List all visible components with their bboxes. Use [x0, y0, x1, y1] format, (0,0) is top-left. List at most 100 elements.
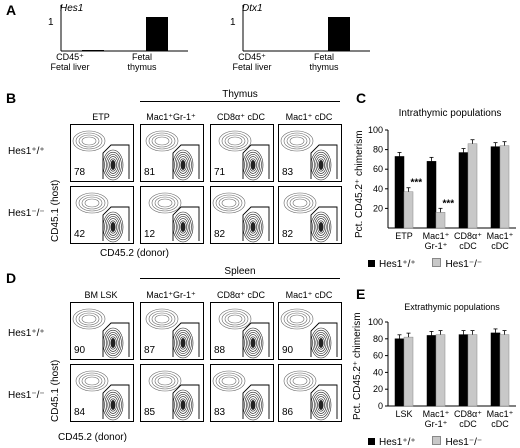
bar	[458, 334, 469, 407]
bar	[403, 336, 414, 407]
panel-label-c: C	[356, 90, 367, 106]
flow-plot: 90	[70, 302, 134, 360]
dtx1-bars	[242, 5, 370, 52]
intrathymic-chart: 20406080100***ETP***Mac1⁺Gr-1⁺CD8α⁺cDCMa…	[368, 125, 516, 251]
y-tick-label: 40	[373, 367, 383, 377]
flow-plot: 12	[140, 186, 204, 244]
flow-plot: 82	[210, 186, 274, 244]
category-label: CD8α⁺	[454, 409, 482, 419]
gate-percent: 82	[214, 229, 226, 240]
thymus-row-wt: Hes1⁺/⁺	[8, 146, 45, 157]
bar	[458, 152, 469, 229]
flow-plot: 81	[140, 124, 204, 182]
hes1-cat2: Fetal thymus	[127, 52, 157, 72]
flow-contours	[72, 130, 130, 181]
dtx1-cat1: CD45⁺ Fetal liver	[232, 52, 272, 72]
thymus-y-axis-label: CD45.1 (host)	[50, 179, 61, 242]
flow-plot: 88	[210, 302, 274, 360]
category-label: cDC	[491, 241, 509, 251]
gate-percent: 90	[74, 345, 86, 356]
flow-contours	[212, 370, 270, 421]
gate-percent: 12	[144, 229, 156, 240]
legend-swatch-wt-e	[368, 438, 375, 445]
dtx1-ytick: 1	[230, 17, 236, 28]
bar	[394, 338, 405, 407]
thymus-col-mac1gr1: Mac1⁺Gr-1⁺	[146, 112, 196, 122]
spleen-col-lsk: BM LSK	[84, 290, 118, 300]
y-tick-label: 60	[373, 164, 383, 174]
gate-percent: 42	[74, 229, 86, 240]
extrathymic-title: Extrathymic populations	[404, 302, 500, 312]
category-label: ETP	[395, 231, 413, 241]
gate-percent: 87	[144, 345, 156, 356]
gate-percent: 86	[282, 407, 294, 418]
flow-contours	[283, 192, 338, 243]
flow-contours	[280, 130, 338, 181]
spleen-y-axis-label: CD45.1 (host)	[50, 359, 61, 422]
gate-percent: 85	[144, 407, 156, 418]
legend-swatch-ko	[432, 258, 442, 267]
y-tick-label: 80	[373, 145, 383, 155]
bar	[426, 335, 437, 407]
flow-contours	[75, 370, 130, 421]
intrathymic-ylabel: Pct. CD45.2⁺ chimerism	[354, 130, 365, 238]
spleen-x-axis-label: CD45.2 (donor)	[58, 432, 127, 443]
flow-plot: 85	[140, 364, 204, 422]
panel-label-b: B	[6, 90, 17, 106]
spleen-row-wt: Hes1⁺/⁺	[8, 328, 45, 339]
thymus-x-axis-label: CD45.2 (donor)	[100, 248, 169, 259]
significance-label: ***	[411, 178, 423, 189]
mini-bar-1	[328, 17, 350, 51]
gate-percent: 83	[282, 167, 294, 178]
hes1-bars	[60, 5, 188, 52]
thymus-col-etp: ETP	[92, 112, 110, 122]
spleen-col-mac1cdc: Mac1⁺ cDC	[285, 290, 333, 300]
spleen-header: Spleen	[224, 266, 256, 277]
flow-plot: 84	[70, 364, 134, 422]
category-label: Mac1⁺	[487, 409, 514, 419]
y-tick-label: 100	[368, 317, 383, 327]
y-tick-label: 40	[373, 184, 383, 194]
bar	[490, 146, 501, 229]
category-label: cDC	[459, 241, 477, 251]
gate-percent: 81	[144, 167, 156, 178]
flow-contours	[280, 308, 338, 359]
category-label: Gr-1⁺	[425, 419, 448, 429]
flow-plot: 42	[70, 186, 134, 244]
category-label: LSK	[395, 409, 412, 419]
flow-contours	[283, 370, 338, 421]
spleen-row-ko: Hes1⁻/⁻	[8, 390, 45, 401]
bar	[499, 145, 510, 229]
y-tick-label: 60	[373, 351, 383, 361]
flow-plot: 90	[278, 302, 342, 360]
gate-percent: 82	[282, 229, 294, 240]
spleen-col-cd8: CD8α⁺ cDC	[217, 290, 265, 300]
bar	[403, 191, 414, 229]
bar	[499, 334, 510, 407]
y-tick-label: 100	[368, 125, 383, 135]
flow-contours	[145, 130, 200, 181]
bar	[394, 156, 405, 229]
category-label: Gr-1⁺	[425, 241, 448, 251]
flow-contours	[148, 370, 200, 421]
y-tick-label: 20	[373, 203, 383, 213]
flow-plot: 71	[210, 124, 274, 182]
legend-swatch-ko-e	[432, 436, 442, 445]
category-label: CD8α⁺	[454, 231, 482, 241]
extrathymic-legend: Hes1⁺/⁺ Hes1⁻/⁻	[368, 436, 482, 448]
extrathymic-ylabel: Pct. CD45.2⁺ chimerism	[352, 312, 363, 420]
flow-contours	[212, 192, 270, 243]
spleen-col-mac1gr1: Mac1⁺Gr-1⁺	[146, 290, 196, 300]
flow-plot: 86	[278, 364, 342, 422]
intrathymic-legend: Hes1⁺/⁺ Hes1⁻/⁻	[368, 258, 482, 270]
category-label: cDC	[459, 419, 477, 429]
category-label: Mac1⁺	[423, 409, 450, 419]
dtx1-cat2: Fetal thymus	[309, 52, 339, 72]
bar	[490, 332, 501, 407]
flow-plot: 82	[278, 186, 342, 244]
flow-plot: 83	[278, 124, 342, 182]
panel-a-dtx1-chart: Dtx1 1	[230, 3, 372, 63]
gate-percent: 88	[214, 345, 226, 356]
gate-percent: 90	[282, 345, 294, 356]
y-tick-label: 80	[373, 334, 383, 344]
